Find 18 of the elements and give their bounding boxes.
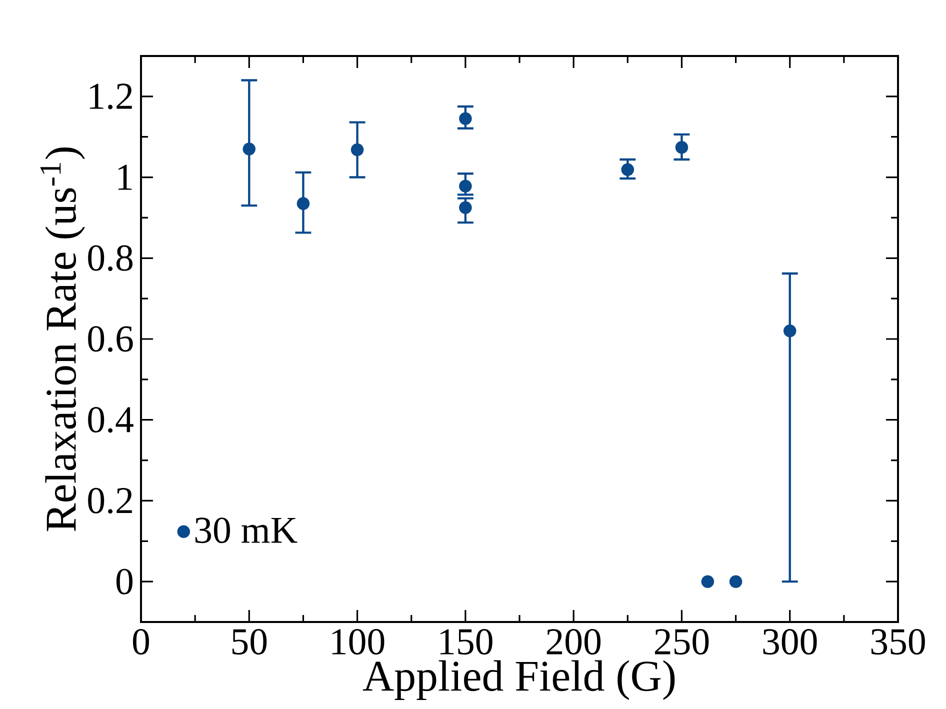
x-tick-label: 150 xyxy=(440,629,492,655)
x-tick-label: 350 xyxy=(871,629,925,655)
y-axis-title: Relaxation Rate (us$^{-1}$) xyxy=(40,147,85,532)
x-tick-label: 50 xyxy=(232,629,267,655)
x-tick-label: 300 xyxy=(763,629,817,655)
x-tick-label: 250 xyxy=(654,629,709,655)
y-tick-label: 0.6 xyxy=(88,326,133,352)
y-tick-label: 0.8 xyxy=(88,245,132,271)
y-tick-label: 0.4 xyxy=(88,407,134,433)
x-tick-label: 0 xyxy=(132,629,150,655)
y-tick-label: 1.2 xyxy=(90,84,132,110)
y-tick-label: 1 xyxy=(118,164,132,190)
x-tick-label: 200 xyxy=(546,629,601,655)
legend-label: 30 mK xyxy=(195,518,298,544)
x-tick-label: 100 xyxy=(332,629,384,655)
y-tick-label: 0 xyxy=(116,568,133,594)
x-axis-title: Applied Field (G) xyxy=(362,660,675,700)
y-tick-label: 0.2 xyxy=(88,488,132,514)
